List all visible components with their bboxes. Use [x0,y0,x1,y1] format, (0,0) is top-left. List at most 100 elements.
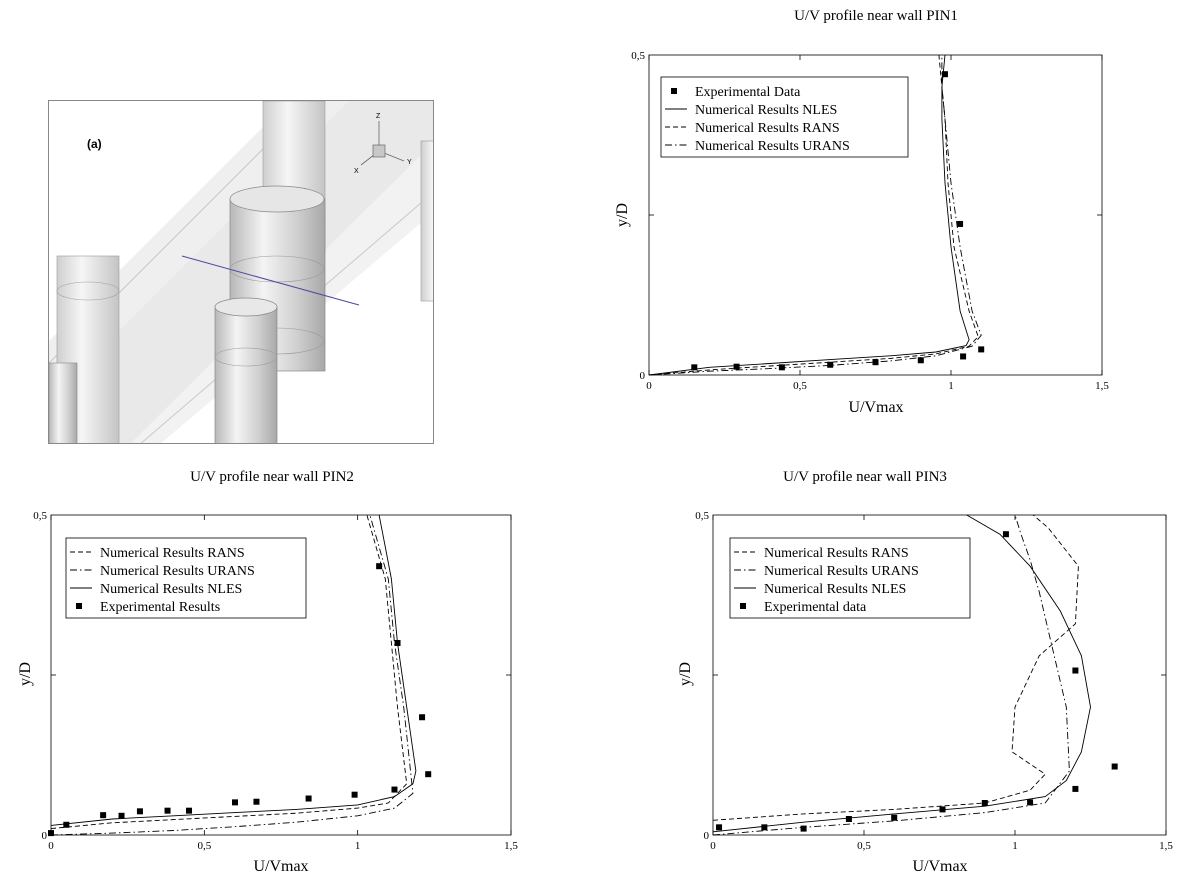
x-tick-label: 0,5 [197,840,211,852]
data-point [394,640,401,646]
chart-pin3: U/V profile near wall PIN3 y/D U/Vmax 0 0… [677,469,1173,875]
chart-pin3-ylabel: y/D [677,662,694,686]
series-line-solid [712,514,1091,833]
data-point [164,807,171,814]
panel-a-label: (a) [87,137,102,151]
data-point [1027,799,1034,806]
series-line-dashed [648,54,979,376]
data-point [118,812,125,819]
cad-geometry-panel: Z X Y (a) [48,100,434,444]
legend-label: Numerical Results RANS [100,546,245,561]
data-point [351,791,358,798]
data-point [1002,531,1009,538]
data-point [939,806,946,813]
series-line-dashdot [648,55,982,376]
y-tick-label: 0,5 [631,50,645,62]
data-point [1072,667,1079,674]
data-point [1072,785,1079,792]
series-line-solid [50,514,417,826]
legend-label: Experimental Data [695,85,801,100]
legend-label: Numerical Results NLES [100,582,242,597]
legend-label: Numerical Results RANS [695,121,840,136]
data-point [1111,763,1118,770]
series-line-dashdot [50,514,414,836]
data-point [232,799,238,806]
series-line-dashed [50,514,408,830]
pin-front-center [214,306,278,443]
y-tick-label: 0 [42,830,48,842]
data-point [891,814,898,821]
chart-pin1-series [648,54,985,376]
data-point [800,825,807,832]
chart-pin3-xlabel: U/Vmax [912,858,967,875]
x-tick-label: 0,5 [857,840,871,852]
data-point [691,364,698,371]
data-point [733,363,740,370]
data-point [136,808,143,815]
data-point [978,346,985,353]
legend-label: Numerical Results NLES [695,103,837,118]
chart-pin2-ylabel: y/D [17,662,34,686]
chart-pin1-ylabel: y/D [614,203,631,227]
legend-marker [671,88,677,94]
x-tick-label: 1,5 [1095,380,1109,392]
y-tick-label: 0 [640,370,646,382]
legend-marker [76,603,82,609]
legend-label: Numerical Results URANS [764,564,919,579]
pin-lower-left [49,362,78,443]
data-point [253,798,260,805]
data-point [48,830,54,837]
x-tick-label: 0,5 [793,380,807,392]
chart-pin3-legend: Numerical Results RANS Numerical Results … [729,537,971,619]
data-point [778,364,785,371]
legend-label: Numerical Results RANS [764,546,909,561]
data-point [419,714,426,721]
chart-pin1-ticks: 0 0,5 1 1,5 0 0,5 [631,50,1109,392]
x-tick-label: 1,5 [504,840,518,852]
chart-pin2-series [48,514,432,837]
data-point [957,220,964,227]
legend-label: Experimental Results [100,600,220,615]
legend-label: Numerical Results NLES [764,582,906,597]
legend-marker [740,603,746,609]
data-point [100,812,107,819]
series-line-solid [648,54,970,376]
chart-pin2-title: U/V profile near wall PIN2 [190,469,354,485]
pin-back-right [420,140,433,302]
data-point [376,563,383,570]
data-point [63,821,70,828]
data-point [761,824,768,831]
legend-label: Numerical Results URANS [100,564,255,579]
data-point [425,771,432,778]
chart-pin2-ticks: 0 0,5 1 1,5 0 0,5 [33,510,518,852]
chart-pin1-legend: Experimental Data Numerical Results NLES N… [660,76,909,158]
data-point [305,795,312,802]
x-tick-label: 0 [710,840,716,852]
x-tick-label: 1,5 [1159,840,1173,852]
measurement-line [181,255,360,306]
pin-channel-rendering: Z X Y [49,101,433,443]
chart-pin3-series [712,514,1118,836]
data-point [827,361,834,368]
x-tick-label: 0 [646,380,652,392]
data-point [845,816,852,822]
triad-z-label: Z [376,113,381,120]
chart-pin2-xlabel: U/Vmax [253,858,308,875]
chart-pin2-legend: Numerical Results RANS Numerical Results … [65,537,307,619]
y-tick-label: 0,5 [33,510,47,522]
data-point [872,359,879,366]
chart-pin1-xlabel: U/Vmax [848,399,903,416]
chart-pin1-title: U/V profile near wall PIN1 [794,8,958,24]
chart-pin3-title: U/V profile near wall PIN3 [783,469,947,485]
y-tick-label: 0,5 [695,510,709,522]
x-tick-label: 0 [48,840,54,852]
x-tick-label: 1 [948,380,954,392]
data-point [960,353,967,360]
legend-label: Numerical Results URANS [695,139,850,154]
data-point [981,800,988,806]
series-line-dashdot [712,514,1070,836]
legend-label: Experimental data [764,600,867,615]
triad-y-label: Y [407,159,412,166]
data-point [186,807,192,814]
